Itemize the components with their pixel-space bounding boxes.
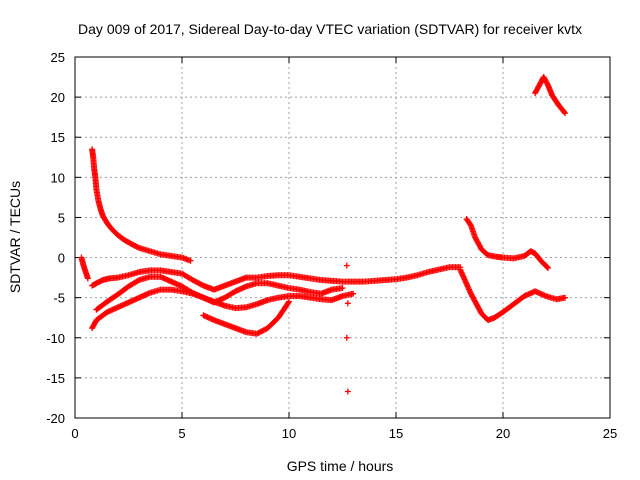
data-point (134, 277, 141, 284)
data-point (286, 298, 292, 305)
data-point (544, 264, 551, 271)
series-middle-band (93, 273, 346, 313)
axis-ticks (74, 56, 611, 419)
series-dropout (78, 254, 91, 282)
series-upper-band (89, 264, 464, 293)
series-late-dip (457, 266, 569, 324)
grid (75, 57, 610, 418)
data-point (562, 294, 569, 301)
data-point (199, 281, 206, 288)
plot-frame (74, 56, 611, 419)
y-tick-label: -20 (46, 411, 65, 426)
series-outliers (343, 262, 351, 395)
y-tick-label: -10 (46, 331, 65, 346)
data-point (350, 290, 357, 297)
y-tick-label: 15 (51, 130, 65, 145)
x-tick-label: 20 (496, 426, 510, 441)
x-tick-label: 10 (282, 426, 296, 441)
x-tick-label: 15 (389, 426, 403, 441)
data-point (343, 334, 350, 341)
y-tick-label: 10 (51, 170, 65, 185)
y-tick-labels: -20 -15 -10 -5 0 5 10 15 20 25 (46, 50, 65, 426)
y-tick-label: -15 (46, 371, 65, 386)
series-deep-dip (200, 298, 292, 337)
y-tick-label: 0 (58, 251, 65, 266)
data-point (187, 257, 194, 264)
data-point (84, 275, 91, 282)
x-tick-labels: 0 5 10 15 20 25 (71, 426, 617, 441)
y-tick-label: 5 (58, 210, 65, 225)
x-tick-label: 5 (178, 426, 185, 441)
data-point (562, 110, 569, 117)
data-point (285, 299, 292, 306)
series-late-hump (463, 216, 551, 271)
chart-title: Day 009 of 2017, Sidereal Day-to-day VTE… (78, 21, 582, 37)
x-axis-label: GPS time / hours (287, 458, 394, 474)
y-tick-label: -5 (53, 291, 65, 306)
x-tick-label: 25 (603, 426, 617, 441)
series-peak-arc (532, 74, 569, 117)
data-point (344, 300, 351, 307)
y-axis-label: SDTVAR / TECUs (7, 181, 23, 293)
y-tick-label: 20 (51, 90, 65, 105)
data-point (544, 264, 551, 271)
data-point (343, 262, 350, 269)
y-tick-label: 25 (51, 50, 65, 65)
data-point (339, 285, 346, 292)
data-point (344, 388, 351, 395)
data-point (561, 109, 568, 116)
x-tick-label: 0 (71, 426, 78, 441)
data-points (78, 74, 569, 395)
series-decay-arc (89, 146, 194, 264)
